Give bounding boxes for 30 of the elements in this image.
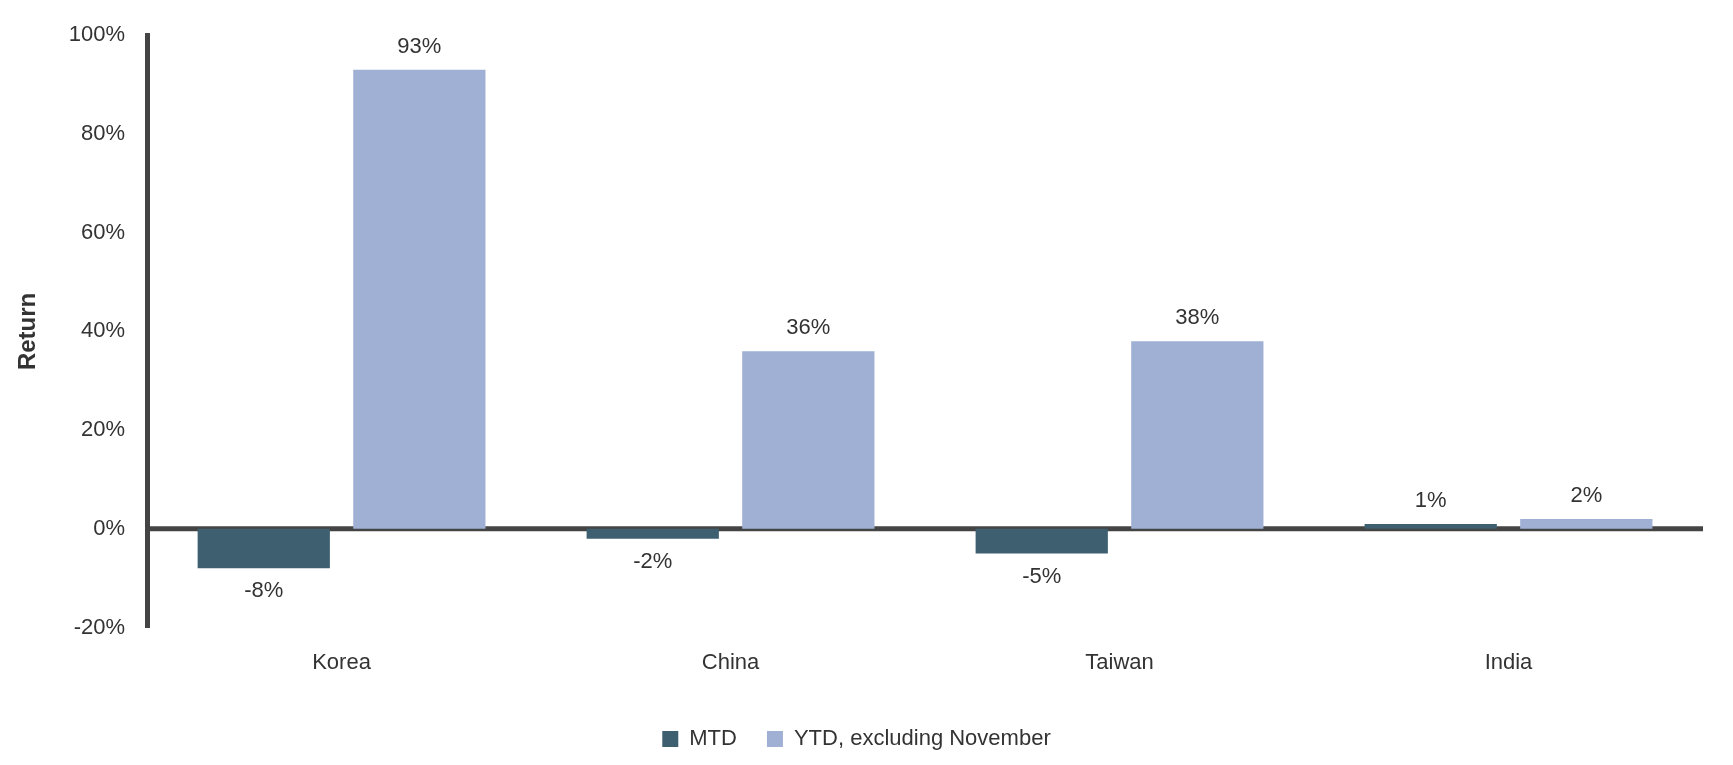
bar: [586, 528, 719, 539]
y-tick-label: 0%: [93, 514, 126, 540]
bar: [1520, 518, 1653, 529]
data-label: 1%: [1414, 486, 1447, 512]
x-tick-label: China: [701, 648, 761, 674]
x-tick-label: India: [1484, 648, 1534, 674]
x-tick-label: Korea: [312, 648, 372, 674]
data-label: -2%: [633, 547, 673, 573]
y-axis-title: Return: [13, 292, 41, 371]
y-tick-label: 100%: [68, 21, 126, 47]
data-label: 38%: [1175, 304, 1220, 330]
bar: [197, 528, 330, 569]
data-label: 2%: [1570, 482, 1603, 508]
legend-label: MTD: [689, 725, 737, 751]
bar: [1131, 341, 1264, 529]
bar: [742, 351, 875, 529]
legend-label: YTD, excluding November: [793, 725, 1051, 751]
data-label: -5%: [1022, 562, 1062, 588]
bar: [353, 69, 486, 529]
bar: [1364, 523, 1497, 529]
data-label: -8%: [244, 577, 284, 603]
y-tick-label: -20%: [73, 613, 126, 639]
x-tick-label: Taiwan: [1085, 648, 1154, 674]
y-tick-label: 80%: [81, 120, 126, 145]
bar: [975, 528, 1108, 554]
y-tick-label: 60%: [81, 218, 126, 244]
data-label: 36%: [786, 314, 831, 340]
data-label: 93%: [397, 32, 442, 58]
y-tick-label: 20%: [81, 416, 126, 442]
y-tick-label: 40%: [81, 317, 126, 343]
